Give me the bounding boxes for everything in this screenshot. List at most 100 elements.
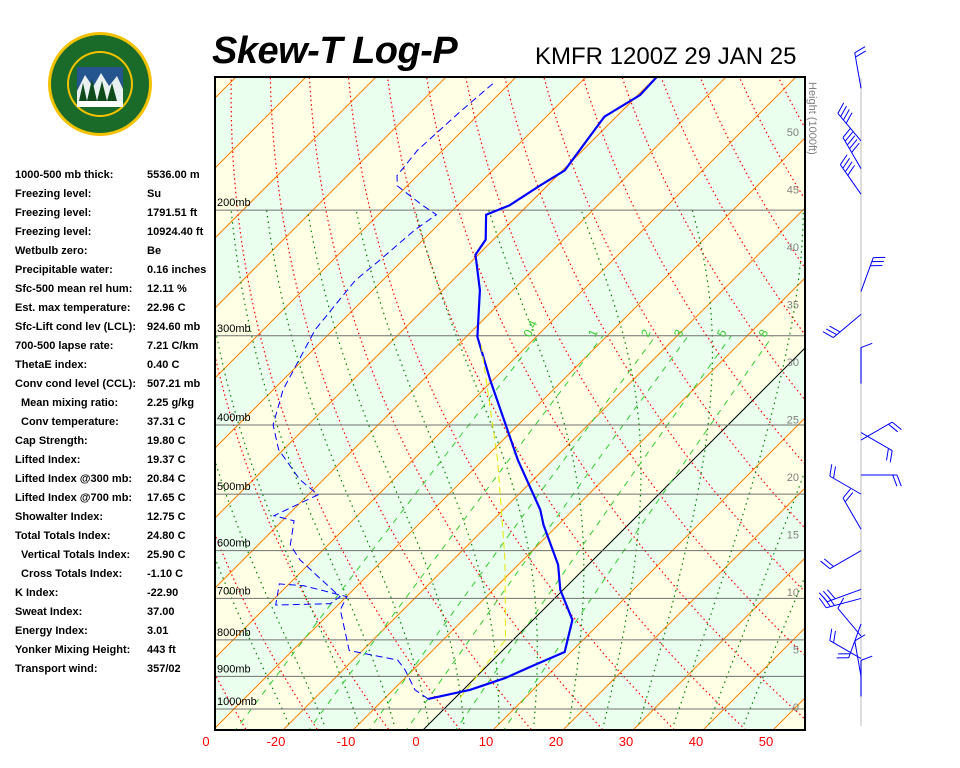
zero-isotherm	[422, 347, 805, 730]
wind-barb-staff	[860, 421, 893, 441]
dry-adiabat	[881, 52, 960, 733]
stat-value: -22.90	[147, 587, 179, 599]
wind-barb-feather	[892, 474, 898, 487]
stat-value: 12.75 C	[147, 511, 186, 523]
stat-value: 5536.00 m	[147, 169, 200, 181]
isotherm	[0, 52, 191, 733]
stat-value: 24.80 C	[147, 530, 186, 542]
stat-value: 20.84 C	[147, 473, 186, 485]
dry-adiabat	[919, 52, 960, 733]
stat-label: Sfc-Lift cond lev (LCL):	[15, 321, 136, 333]
wind-barb-feather	[818, 597, 827, 609]
moist-adiabat	[306, 209, 465, 725]
stat-label: Est. max temperature:	[15, 302, 131, 314]
stat-label: Freezing level:	[15, 226, 92, 238]
wind-barb	[860, 655, 873, 697]
wind-barb-feather	[849, 139, 858, 150]
stat-row: Cap Strength: 19.80 C	[15, 435, 215, 454]
stat-row: Sfc-Lift cond lev (LCL): 924.60 mb	[15, 321, 215, 340]
stat-value: 924.60 mb	[147, 321, 201, 333]
wind-barb	[860, 342, 873, 384]
stat-row: K Index: -22.90	[15, 587, 215, 606]
wind-barb-staff	[829, 550, 862, 570]
pressure-label: 400mb	[217, 412, 251, 424]
stat-label: Transport wind:	[15, 663, 98, 675]
wind-barb-feather	[896, 474, 902, 487]
stat-label: Freezing level:	[15, 188, 92, 200]
stat-value: 10924.40 ft	[147, 226, 204, 238]
plot-frame	[214, 76, 806, 731]
mixing-ratio-line	[234, 335, 539, 730]
stat-row: Conv cond level (CCL): 507.21 mb	[15, 378, 215, 397]
temperature-tick-label: 40	[689, 734, 703, 749]
stat-value: 19.37 C	[147, 454, 186, 466]
wind-barb	[842, 127, 862, 169]
stat-label: Lifted Index @700 mb:	[15, 492, 133, 504]
stat-value: 37.00	[147, 606, 175, 618]
stat-label: ThetaE index:	[15, 359, 88, 371]
stat-row: 1000-500 mb thick: 5536.00 m	[15, 169, 215, 188]
height-tick-label: 15	[787, 530, 799, 542]
stat-label: Cross Totals Index:	[21, 568, 123, 580]
pressure-label: 500mb	[217, 481, 251, 493]
wind-barb-feather	[829, 464, 833, 477]
stat-value: 3.01	[147, 625, 169, 637]
wind-barb	[860, 256, 886, 292]
stat-row: Sfc-500 mean rel hum: 12.11 %	[15, 283, 215, 302]
stat-value: -1.10 C	[147, 568, 184, 580]
moist-adiabat	[355, 209, 500, 725]
wind-barb-feather	[837, 597, 845, 609]
stat-label: Lifted Index:	[15, 454, 81, 466]
chart-grid	[0, 52, 960, 733]
temperature-tick-label: -10	[337, 734, 356, 749]
isotherm	[215, 77, 797, 659]
wind-barb-feather	[829, 325, 841, 333]
stat-row: Conv temperature: 37.31 C	[15, 416, 215, 435]
stat-row: Freezing level: 10924.40 ft	[15, 226, 215, 245]
pressure-label: 300mb	[217, 323, 251, 335]
stat-row: Energy Index: 3.01	[15, 625, 215, 644]
wind-barb-feather	[854, 46, 866, 54]
stat-value: 19.80 C	[147, 435, 186, 447]
height-tick-label: 45	[787, 185, 799, 197]
stat-row: Wetbulb zero: Be	[15, 245, 215, 264]
wind-barb-feather	[854, 634, 866, 642]
stat-label: Lifted Index @300 mb:	[15, 473, 133, 485]
height-tick-label: 30	[787, 357, 799, 369]
dry-adiabat	[805, 52, 960, 733]
wind-barb-staff	[833, 313, 862, 338]
wind-barb-feather	[842, 158, 850, 169]
wind-barb	[822, 313, 862, 338]
stat-label: Total Totals Index:	[15, 530, 111, 542]
dry-adiabat	[386, 77, 747, 730]
wind-barb-staff	[842, 137, 862, 169]
temperature-band	[215, 77, 805, 728]
wind-barb	[854, 46, 867, 89]
stat-label: Energy Index:	[15, 625, 88, 637]
stat-label: Yonker Mixing Height:	[15, 644, 131, 656]
mixing-ratio-label: 0.4	[520, 318, 540, 339]
stat-row: Total Totals Index: 24.80 C	[15, 530, 215, 549]
wind-barb-feather	[822, 331, 834, 338]
isotherm	[632, 557, 805, 730]
isotherm	[562, 487, 805, 730]
wind-barb-feather	[844, 131, 854, 142]
stat-value: 0.40 C	[147, 359, 180, 371]
wind-barb-staff	[839, 164, 862, 195]
wind-barb-feather	[840, 105, 847, 117]
wind-barb-feather	[855, 50, 867, 58]
wind-barb-feather	[820, 560, 831, 570]
dewpoint-profile-line	[272, 80, 496, 700]
pressure-label: 900mb	[217, 663, 251, 675]
temperature-tick-label: 50	[759, 734, 773, 749]
stat-label: Cap Strength:	[15, 435, 88, 447]
stat-row: Cross Totals Index: -1.10 C	[15, 568, 215, 587]
temperature-tick-label: 0	[412, 734, 419, 749]
wind-barb-feather	[826, 328, 837, 336]
oregon-forestry-logo	[48, 32, 152, 136]
pressure-label: 600mb	[217, 538, 251, 550]
wind-barb	[837, 597, 862, 637]
stat-label: Wetbulb zero:	[15, 245, 88, 257]
wind-barb-feather	[833, 630, 836, 643]
mixing-ratio-line	[308, 335, 604, 730]
